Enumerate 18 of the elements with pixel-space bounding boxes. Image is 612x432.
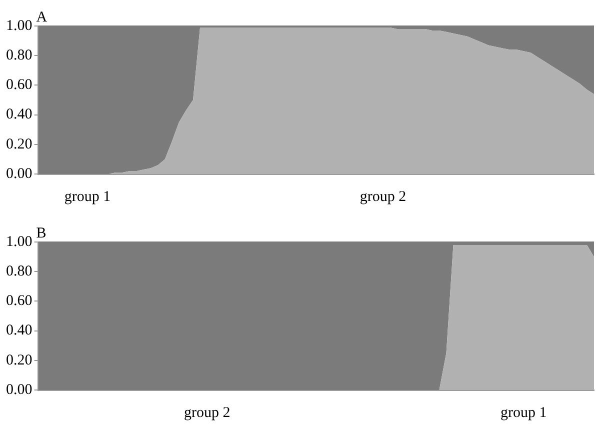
chart-title: B (36, 225, 46, 242)
y-tick-label: 1.00 (6, 234, 32, 250)
x-tick-label: group 1 (500, 404, 547, 421)
chart-title: A (36, 9, 48, 26)
y-tick-label: 0.40 (6, 106, 32, 123)
y-tick-label: 0.20 (6, 352, 32, 368)
y-tick-label: 0.00 (6, 166, 32, 182)
y-tick-label: 0.20 (6, 136, 32, 152)
x-tick-label: group 2 (184, 404, 230, 421)
y-tick-label: 0.60 (6, 293, 32, 310)
y-tick-label: 0.40 (6, 322, 32, 339)
y-tick-label: 0.80 (6, 48, 32, 64)
y-tick-label: 0.80 (6, 264, 32, 280)
x-tick-label: group 1 (64, 188, 111, 205)
y-tick-label: 0.00 (6, 382, 32, 398)
x-tick-label: group 2 (360, 188, 406, 205)
y-tick-label: 1.00 (6, 18, 32, 34)
y-tick-label: 0.60 (6, 77, 32, 94)
